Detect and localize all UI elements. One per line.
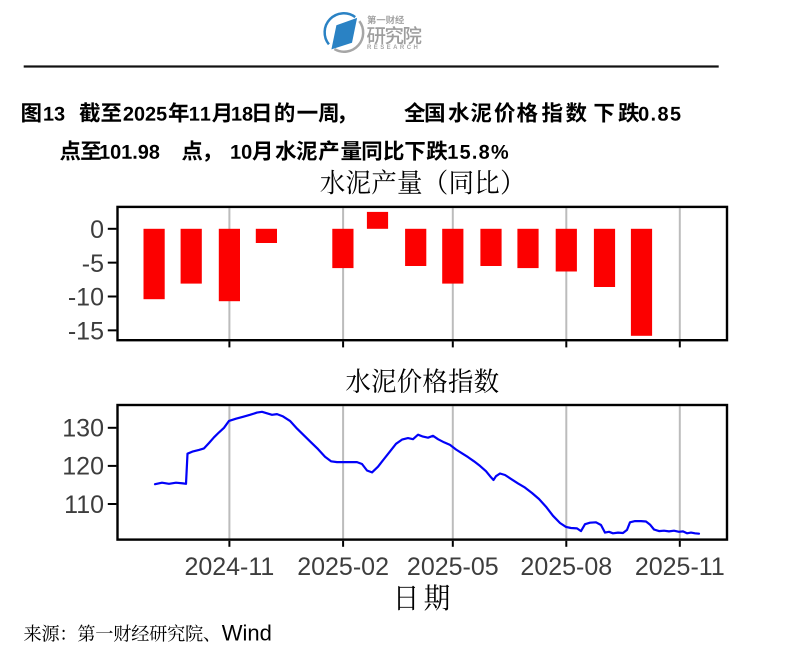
svg-text:2025-08: 2025-08 (520, 553, 612, 581)
svg-text:RESEARCH: RESEARCH (367, 45, 420, 51)
svg-text:Wind: Wind (222, 620, 272, 645)
svg-text:2024-11: 2024-11 (184, 553, 274, 581)
svg-text:-15: -15 (68, 318, 104, 346)
svg-text:2025-11: 2025-11 (635, 553, 725, 581)
svg-text:130: 130 (62, 415, 104, 443)
svg-text:2025-02: 2025-02 (297, 553, 389, 581)
svg-text:120: 120 (62, 453, 104, 481)
svg-text:0: 0 (90, 216, 104, 244)
svg-text:2025-05: 2025-05 (407, 553, 499, 581)
svg-text:-10: -10 (68, 284, 104, 312)
svg-text:-5: -5 (82, 250, 104, 278)
svg-text:110: 110 (64, 491, 104, 519)
